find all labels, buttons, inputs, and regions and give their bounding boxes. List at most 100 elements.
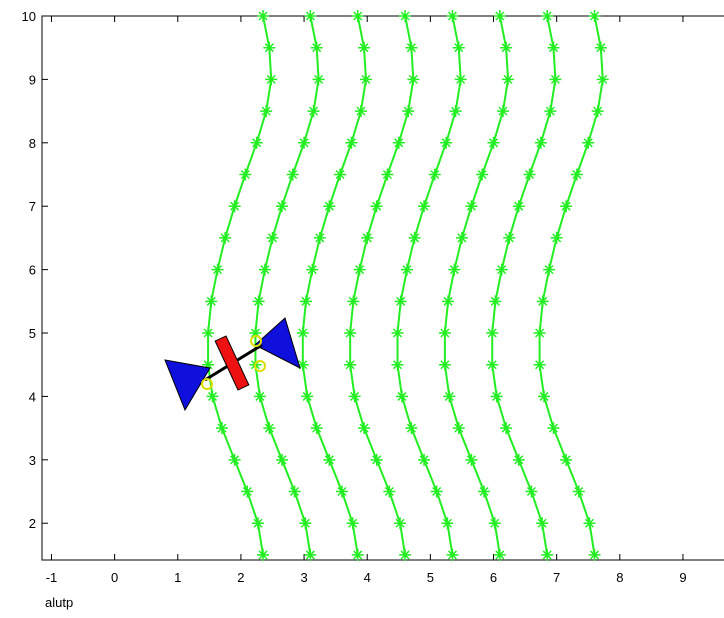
star-marker xyxy=(252,295,265,308)
star-marker xyxy=(346,517,359,530)
star-marker xyxy=(588,548,601,561)
star-marker xyxy=(257,10,270,22)
trail-line xyxy=(207,15,273,556)
star-marker xyxy=(310,422,323,435)
x-axis-label: alutp xyxy=(45,595,73,610)
trail-line xyxy=(443,15,510,556)
star-marker xyxy=(440,136,453,149)
star-marker xyxy=(418,200,431,213)
star-marker xyxy=(547,422,560,435)
star-marker xyxy=(594,41,607,54)
trail-line xyxy=(349,15,415,556)
star-marker xyxy=(525,485,538,498)
x-tick-label: -1 xyxy=(46,570,58,585)
y-tick-label: 5 xyxy=(29,326,36,341)
star-marker xyxy=(370,453,383,466)
star-marker xyxy=(596,73,609,86)
x-tick-label: 2 xyxy=(237,570,244,585)
star-marker xyxy=(536,295,549,308)
star-marker xyxy=(334,168,347,181)
star-marker xyxy=(536,517,549,530)
star-marker xyxy=(257,548,270,561)
star-marker xyxy=(512,453,525,466)
star-marker xyxy=(503,231,516,244)
star-marker xyxy=(228,453,241,466)
star-marker xyxy=(541,548,554,561)
plot-area: -1 0 1 2 3 4 5 6 7 8 9 2 3 4 5 6 7 8 9 10 xyxy=(22,9,724,585)
star-marker xyxy=(418,453,431,466)
robot-joint xyxy=(201,378,213,390)
star-marker xyxy=(335,485,348,498)
y-tick-label: 4 xyxy=(29,389,36,404)
star-marker xyxy=(241,485,254,498)
star-marker xyxy=(493,548,506,561)
star-marker xyxy=(299,517,312,530)
star-marker xyxy=(202,327,215,340)
star-marker xyxy=(391,327,404,340)
star-marker xyxy=(361,231,374,244)
y-tick-label: 3 xyxy=(29,453,36,468)
star-marker xyxy=(312,73,325,86)
star-marker xyxy=(443,390,456,403)
star-marker xyxy=(358,41,371,54)
star-marker xyxy=(348,390,361,403)
star-marker xyxy=(588,10,601,22)
star-marker xyxy=(407,73,420,86)
star-marker xyxy=(500,422,513,435)
star-marker xyxy=(353,263,366,276)
trail-line xyxy=(396,15,462,556)
star-marker xyxy=(502,73,515,86)
star-marker xyxy=(478,485,491,498)
star-marker xyxy=(591,105,604,118)
star-marker xyxy=(448,263,461,276)
star-marker xyxy=(228,200,241,213)
star-marker xyxy=(345,136,358,149)
star-marker xyxy=(495,263,508,276)
star-marker xyxy=(391,358,404,371)
x-tick-label: 6 xyxy=(490,570,497,585)
star-marker xyxy=(347,295,360,308)
star-marker xyxy=(313,231,326,244)
star-marker xyxy=(354,105,367,118)
star-marker xyxy=(486,327,499,340)
x-tick-label: 4 xyxy=(364,570,371,585)
star-marker xyxy=(306,263,319,276)
star-marker xyxy=(298,136,311,149)
star-marker xyxy=(219,231,232,244)
star-marker xyxy=(547,41,560,54)
star-marker xyxy=(351,10,364,22)
x-tick-label: 3 xyxy=(300,570,307,585)
star-marker xyxy=(476,168,489,181)
star-marker xyxy=(496,105,509,118)
star-marker xyxy=(512,200,525,213)
y-tick-label: 9 xyxy=(29,72,36,87)
star-marker xyxy=(533,327,546,340)
star-marker xyxy=(394,517,407,530)
star-marker xyxy=(523,168,536,181)
star-marker xyxy=(344,327,357,340)
star-marker xyxy=(263,41,276,54)
star-marker xyxy=(301,390,314,403)
star-marker xyxy=(263,422,276,435)
star-marker xyxy=(446,548,459,561)
star-marker xyxy=(490,390,503,403)
star-marker xyxy=(383,485,396,498)
star-marker xyxy=(265,73,278,86)
star-marker xyxy=(533,358,546,371)
star-marker xyxy=(296,327,309,340)
star-marker xyxy=(323,200,336,213)
x-tick-label: 8 xyxy=(616,570,623,585)
star-marker xyxy=(211,263,224,276)
star-marker xyxy=(215,422,228,435)
star-marker xyxy=(465,453,478,466)
star-marker xyxy=(381,168,394,181)
star-marker xyxy=(583,517,596,530)
star-marker xyxy=(395,390,408,403)
star-marker xyxy=(310,41,323,54)
star-marker xyxy=(344,358,357,371)
y-tick-label: 6 xyxy=(29,263,36,278)
star-marker xyxy=(394,295,407,308)
robot-joint xyxy=(250,335,262,347)
star-marker xyxy=(307,105,320,118)
trail-line xyxy=(538,15,604,556)
